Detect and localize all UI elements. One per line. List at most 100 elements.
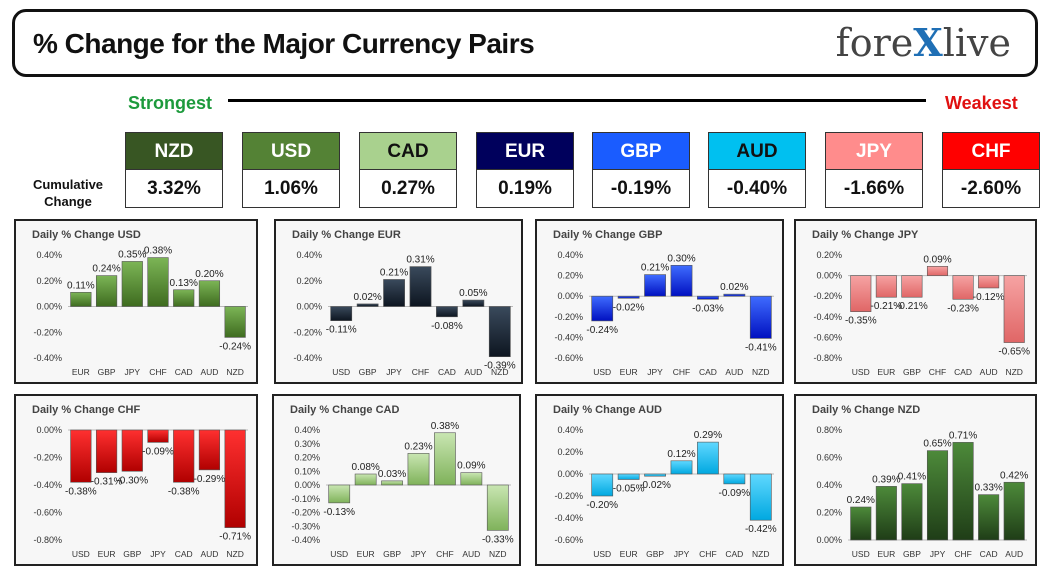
y-tick-label: 0.20%	[36, 276, 62, 286]
cumulative-value: -0.40%	[708, 170, 806, 208]
bar	[147, 257, 169, 307]
y-tick-label: 0.40%	[294, 425, 320, 435]
data-label: -0.38%	[168, 486, 200, 497]
bar	[617, 473, 640, 480]
bar	[697, 441, 719, 475]
data-label: 0.08%	[351, 462, 379, 473]
data-label: 0.31%	[406, 255, 434, 266]
x-tick-label: CHF	[149, 367, 166, 377]
logo-part1: fore	[835, 21, 914, 65]
data-label: 0.21%	[641, 263, 669, 274]
x-tick-label: USD	[852, 367, 870, 377]
bar	[354, 473, 377, 486]
x-tick-label: USD	[593, 367, 611, 377]
chart-title: Daily % Change JPY	[812, 229, 919, 241]
currency-name: EUR	[476, 132, 574, 170]
bar	[328, 484, 351, 504]
data-label: 0.38%	[144, 246, 172, 257]
x-tick-label: EUR	[357, 549, 375, 559]
x-tick-label: CAD	[725, 549, 743, 559]
cumulative-value: 3.32%	[125, 170, 223, 208]
data-label: 0.05%	[459, 288, 487, 299]
currency-rank-chf: CHF -2.60%	[942, 132, 1040, 208]
y-tick-label: 0.20%	[816, 508, 842, 518]
bar	[952, 442, 974, 541]
logo-part2: live	[942, 21, 1011, 65]
currency-name: USD	[242, 132, 340, 170]
x-tick-label: GBP	[646, 549, 664, 559]
y-tick-label: -0.60%	[554, 535, 583, 545]
bar	[462, 299, 485, 307]
bar	[926, 450, 949, 541]
cumulative-label-line1: Cumulative	[32, 177, 104, 192]
y-tick-label: 0.00%	[816, 271, 842, 281]
x-tick-label: EUR	[620, 367, 638, 377]
y-tick-label: 0.20%	[816, 250, 842, 260]
y-tick-label: 0.00%	[36, 425, 62, 435]
data-label: 0.71%	[949, 430, 977, 441]
x-tick-label: CHF	[699, 549, 716, 559]
y-tick-label: -0.20%	[813, 291, 842, 301]
x-tick-label: GBP	[903, 549, 921, 559]
x-tick-label: AUD	[200, 549, 218, 559]
data-label: -0.12%	[973, 292, 1005, 303]
x-tick-label: AUD	[464, 367, 482, 377]
x-tick-label: AUD	[462, 549, 480, 559]
x-tick-label: USD	[332, 367, 350, 377]
data-label: -0.30%	[116, 475, 148, 486]
x-tick-label: CAD	[980, 549, 998, 559]
bar	[644, 473, 666, 477]
strongest-label: Strongest	[128, 93, 213, 113]
x-tick-label: AUD	[980, 367, 998, 377]
x-tick-label: USD	[72, 549, 90, 559]
bar	[121, 429, 143, 472]
chart-panel-1: Daily % Change EUR -0.40% -0.20% 0.00% 0.20%…	[274, 219, 523, 384]
bar	[173, 429, 195, 483]
y-tick-label: 0.00%	[557, 469, 583, 479]
bar	[644, 274, 666, 297]
data-label: 0.39%	[872, 474, 900, 485]
cumulative-value: -2.60%	[942, 170, 1040, 208]
x-tick-label: CHF	[436, 549, 453, 559]
bar	[198, 280, 221, 307]
y-tick-label: 0.00%	[36, 302, 62, 312]
bar	[670, 460, 693, 475]
y-tick-label: 0.40%	[557, 425, 583, 435]
page-title: % Change for the Major Currency Pairs	[33, 28, 535, 59]
x-tick-label: USD	[852, 549, 870, 559]
data-label: -0.71%	[219, 532, 251, 543]
bar	[488, 306, 511, 358]
x-tick-label: AUD	[725, 367, 743, 377]
x-tick-label: NZD	[491, 367, 508, 377]
data-label: 0.35%	[118, 249, 146, 260]
bar-chart: Daily % Change CAD-0.40%-0.30%-0.20%-0.1…	[290, 404, 514, 559]
data-label: -0.13%	[323, 507, 355, 518]
chart-panel-5: Daily % Change CAD -0.40% -0.30% -0.20% -0.1…	[272, 394, 521, 566]
bar	[407, 453, 430, 486]
y-tick-label: -0.60%	[33, 508, 62, 518]
x-tick-label: GBP	[98, 367, 116, 377]
header-box: % Change for the Major Currency Pairs fo…	[12, 9, 1038, 77]
currency-rank-usd: USD 1.06%	[242, 132, 340, 208]
bar	[697, 295, 719, 300]
chart-panel-4: Daily % Change CHF -0.80% -0.60% -0.40% -0.2…	[14, 394, 258, 566]
y-tick-label: 0.80%	[816, 425, 842, 435]
x-tick-label: AUD	[1005, 549, 1023, 559]
bar	[121, 261, 143, 307]
chart-title: Daily % Change USD	[32, 229, 141, 241]
x-tick-label: EUR	[620, 549, 638, 559]
data-label: -0.03%	[692, 303, 724, 314]
x-tick-label: CAD	[954, 367, 972, 377]
chart-title: Daily % Change NZD	[812, 404, 920, 416]
data-label: 0.29%	[694, 430, 722, 441]
y-tick-label: -0.60%	[813, 332, 842, 342]
x-tick-label: NZD	[1005, 367, 1022, 377]
cumulative-value: 0.27%	[359, 170, 457, 208]
bar	[591, 473, 614, 497]
x-tick-label: CAD	[175, 549, 193, 559]
data-label: 0.13%	[170, 278, 198, 289]
bar	[383, 279, 405, 307]
chart-title: Daily % Change CHF	[32, 404, 140, 416]
data-label: 0.21%	[380, 267, 408, 278]
data-label: 0.09%	[923, 254, 951, 265]
